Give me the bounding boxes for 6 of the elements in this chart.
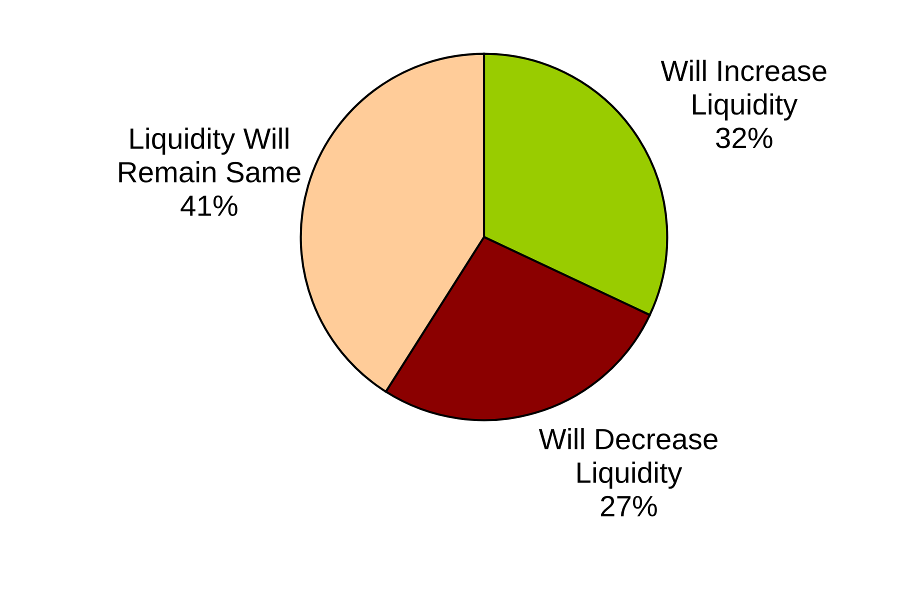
slice-label: Liquidity Will Remain Same (119, 128, 300, 183)
slice-label: Will Decrease Liquidity (538, 428, 718, 489)
data-label: 41% (180, 196, 238, 216)
data-label: 32% (716, 128, 772, 148)
data-label: 27% (601, 496, 657, 516)
slice-label: Will Increase Liquidity (660, 60, 826, 121)
